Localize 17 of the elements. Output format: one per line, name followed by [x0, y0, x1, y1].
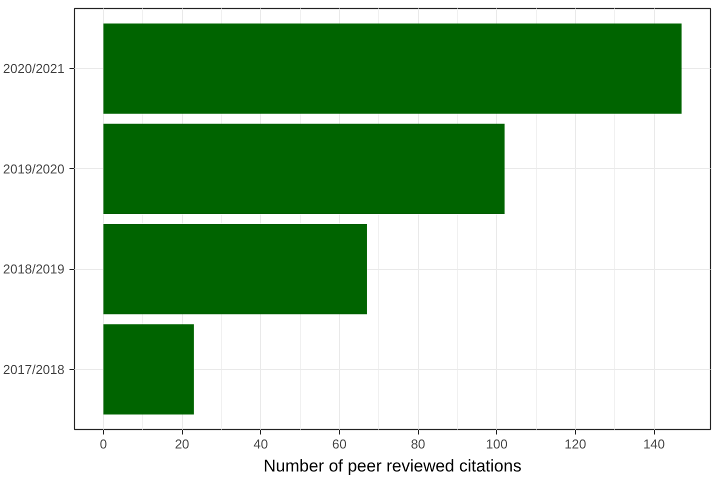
x-tick-label: 60 — [332, 436, 347, 452]
y-tick-label: 2019/2020 — [3, 161, 64, 176]
x-tick-label: 0 — [100, 436, 108, 452]
x-tick-label: 40 — [254, 436, 268, 452]
bar — [103, 124, 505, 214]
x-tick-label: 120 — [564, 436, 586, 452]
bar — [103, 224, 367, 314]
bar — [103, 324, 194, 414]
x-tick-label: 100 — [486, 436, 508, 452]
bar — [103, 24, 682, 114]
x-tick-label: 80 — [410, 436, 426, 452]
x-axis-title: Number of peer reviewed citations — [264, 456, 522, 476]
x-tick-label: 140 — [643, 436, 665, 452]
y-tick-label: 2017/2018 — [3, 362, 64, 377]
y-tick-label: 2020/2021 — [3, 61, 64, 76]
y-tick-label: 2018/2019 — [3, 262, 64, 277]
x-tick-label: 20 — [174, 436, 190, 452]
